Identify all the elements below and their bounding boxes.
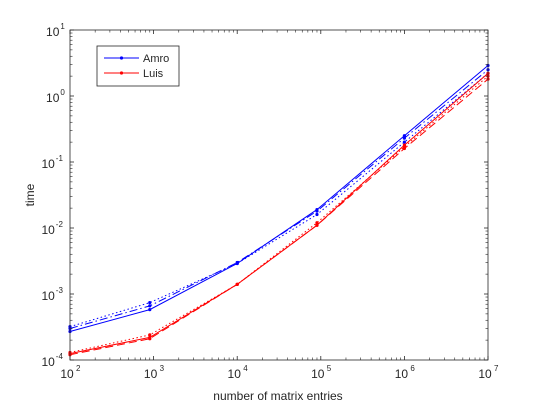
legend-box [96,45,180,87]
data-point-amro [315,212,319,217]
legend: Amro Luis [96,45,180,87]
data-point-amro [235,261,239,266]
data-point-amro [402,136,406,140]
y-tick-label: 10 [41,355,55,369]
x-tick-label: 10 [60,367,74,381]
x-tick-label: 10 [395,367,409,381]
y-tick-label-exponent: -1 [56,154,64,163]
y-tick-label-exponent: -4 [56,352,64,361]
x-tick-label: 10 [228,367,242,381]
y-tick-label: 10 [46,25,60,39]
x-tick-label-exponent: 4 [243,364,248,373]
series-line-amro-dashdot [69,69,489,329]
x-tick-label-exponent: 6 [410,364,415,373]
y-tick-label: 10 [41,157,55,171]
y-axis-label: time [23,183,37,206]
x-tick-label: 10 [144,367,158,381]
y-tick-label: 10 [46,91,60,105]
data-point-luis [235,282,239,286]
x-tick-label-exponent: 2 [76,364,81,373]
data-point-luis [402,145,406,149]
series-line-luis-dotted [69,75,489,353]
data-point-amro [402,140,406,144]
axes-box [69,29,489,361]
series-line-amro-dotted [69,73,489,328]
x-tick-label-exponent: 5 [327,364,332,373]
x-axis-label: number of matrix entries [213,389,342,403]
axes-layer: 10 2 10 3 10 4 10 5 10 6 10 710 -410 -310 -210 -110 010 1 [41,22,499,381]
legend-marker-luis [119,71,124,75]
data-point-luis [315,223,319,227]
data-point-amro [148,301,152,305]
data-point-luis [148,333,152,337]
data-point-luis [315,221,319,225]
x-tick-label: 10 [478,367,492,381]
x-tick-label-exponent: 3 [160,364,165,373]
y-tick-label-exponent: -3 [56,286,64,295]
y-tick-label-exponent: -2 [56,220,64,229]
y-tick-label: 10 [41,289,55,303]
legend-label-amro: Amro [143,53,169,65]
x-tick-label-exponent: 7 [494,364,499,373]
data-point-amro [315,209,319,213]
y-tick-label-exponent: 1 [60,22,65,31]
legend-marker-amro [119,56,124,60]
data-point-amro [402,134,406,138]
data-point-amro [148,308,152,312]
y-tick-label: 10 [41,223,55,237]
series-line-luis-dashed [69,78,489,356]
data-point-amro [148,304,152,308]
y-tick-label-exponent: 0 [60,88,65,97]
data-point-luis [148,337,152,341]
x-tick-label: 10 [311,367,325,381]
legend-label-luis: Luis [143,68,164,80]
